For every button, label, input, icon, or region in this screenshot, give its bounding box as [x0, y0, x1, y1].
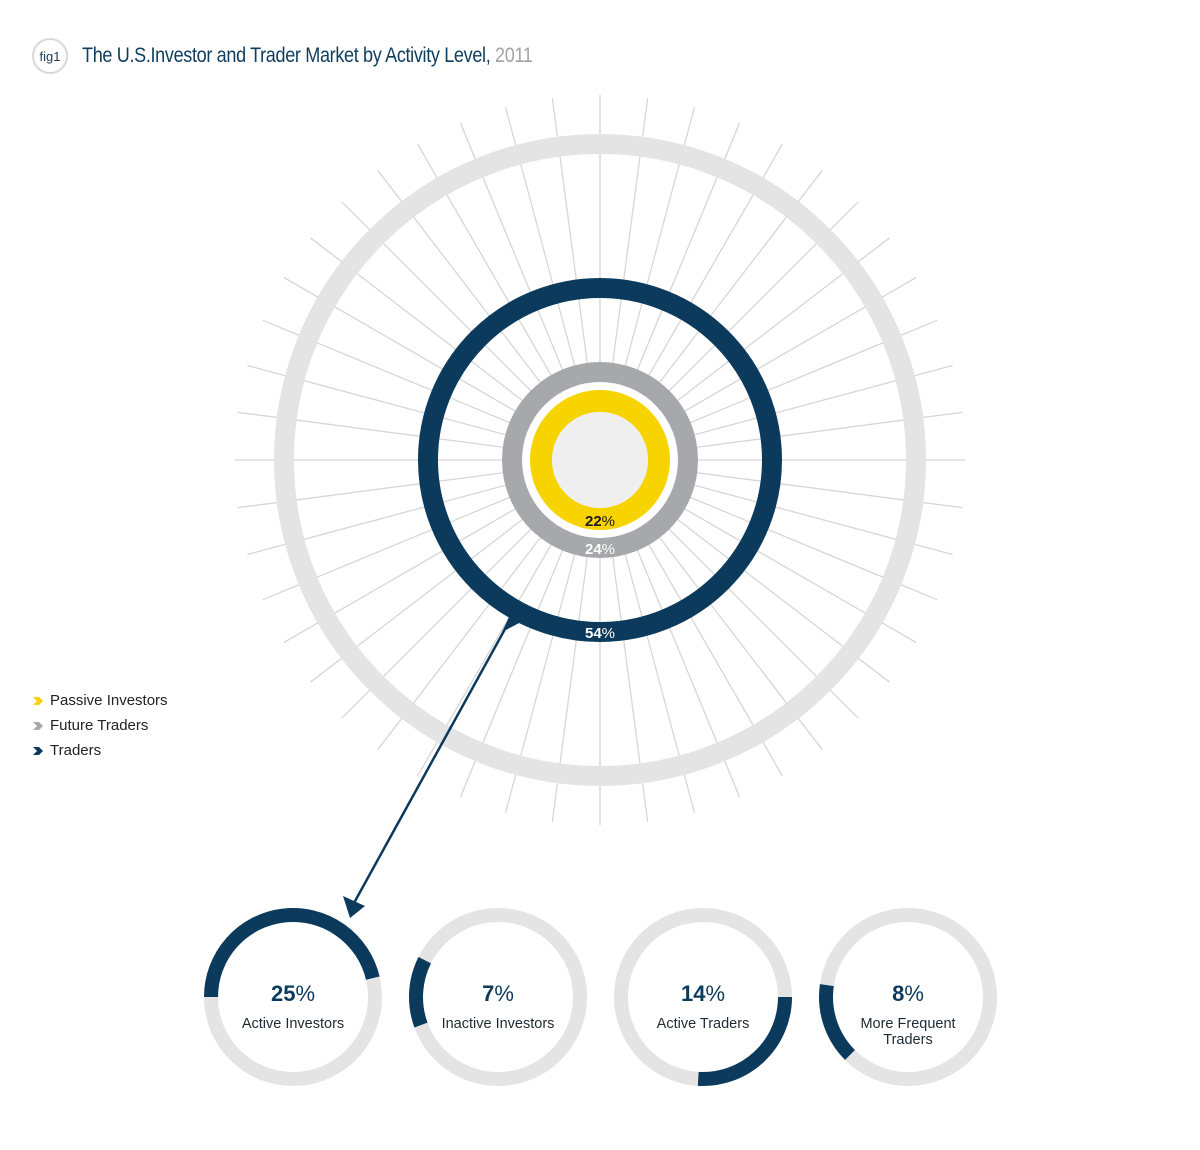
percent-sign: % — [295, 981, 315, 1006]
breakdown-label: Active Traders — [657, 1016, 750, 1032]
value-label: 25 — [271, 981, 295, 1006]
value-label: 24 — [585, 541, 602, 558]
center-disc — [552, 412, 648, 508]
breakdown-inactive-investors: Inactive Investors — [409, 908, 587, 1086]
breakdown-label: Traders — [883, 1032, 932, 1048]
chevron-right-icon — [33, 696, 43, 705]
percent-sign: % — [602, 541, 615, 558]
chart-title: The U.S.Investor and Trader Market by Ac… — [82, 44, 533, 68]
chevron-right-icon — [33, 746, 43, 755]
percent-sign: % — [602, 625, 615, 642]
ring-passive-investors — [530, 390, 670, 530]
outer-track-ring — [274, 134, 926, 786]
value-label: 8 — [892, 981, 904, 1006]
value-label: 54 — [585, 625, 602, 642]
breakdown-label: Inactive Investors — [442, 1016, 555, 1032]
legend-label: Traders — [50, 742, 102, 759]
arrow-head — [343, 896, 365, 918]
value-label: 7 — [482, 981, 494, 1006]
breakdown-arc — [819, 984, 856, 1060]
breakdown-value: 7% — [482, 981, 514, 1006]
chart-title-year: 2011 — [495, 44, 533, 67]
legend-item-future-traders: Future Traders — [32, 713, 168, 738]
legend: Passive Investors Future Traders Traders — [32, 688, 168, 763]
breakdown-label: Active Investors — [242, 1016, 344, 1032]
percent-sign: % — [602, 513, 615, 530]
legend-label: Passive Investors — [50, 692, 168, 709]
ring-traders — [418, 278, 782, 642]
ring-label-traders: 54% — [585, 625, 615, 642]
breakdown-value: 8% — [892, 981, 924, 1006]
breakdown-value: 14% — [681, 981, 725, 1006]
value-label: 14 — [681, 981, 706, 1006]
legend-item-passive-investors: Passive Investors — [32, 688, 168, 713]
percent-sign: % — [904, 981, 924, 1006]
breakdown-arc — [409, 957, 432, 1028]
breakdown-arc — [697, 996, 792, 1086]
legend-item-traders: Traders — [32, 738, 168, 763]
breakdown-value: 25% — [271, 981, 315, 1006]
chevron-right-icon — [33, 721, 43, 730]
ring-label-passive-investors: 22% — [585, 513, 615, 530]
arrow-origin-marker — [502, 615, 521, 632]
ring-label-future-traders: 24% — [585, 541, 615, 558]
percent-sign: % — [494, 981, 514, 1006]
value-label: 22 — [585, 513, 602, 530]
percent-sign: % — [705, 981, 725, 1006]
figure-badge: fig1 — [32, 38, 68, 74]
breakdown-active-investors: Active Investors — [204, 908, 382, 1086]
breakdown-arc — [204, 908, 380, 998]
breakdown-active-traders: Active Traders — [614, 908, 792, 1086]
breakdown-label: More Frequent — [860, 1016, 955, 1032]
chart-title-text: The U.S.Investor and Trader Market by Ac… — [82, 44, 491, 67]
arrow-line — [352, 619, 512, 904]
legend-label: Future Traders — [50, 717, 149, 734]
figure-header: fig1 The U.S.Investor and Trader Market … — [32, 36, 606, 76]
